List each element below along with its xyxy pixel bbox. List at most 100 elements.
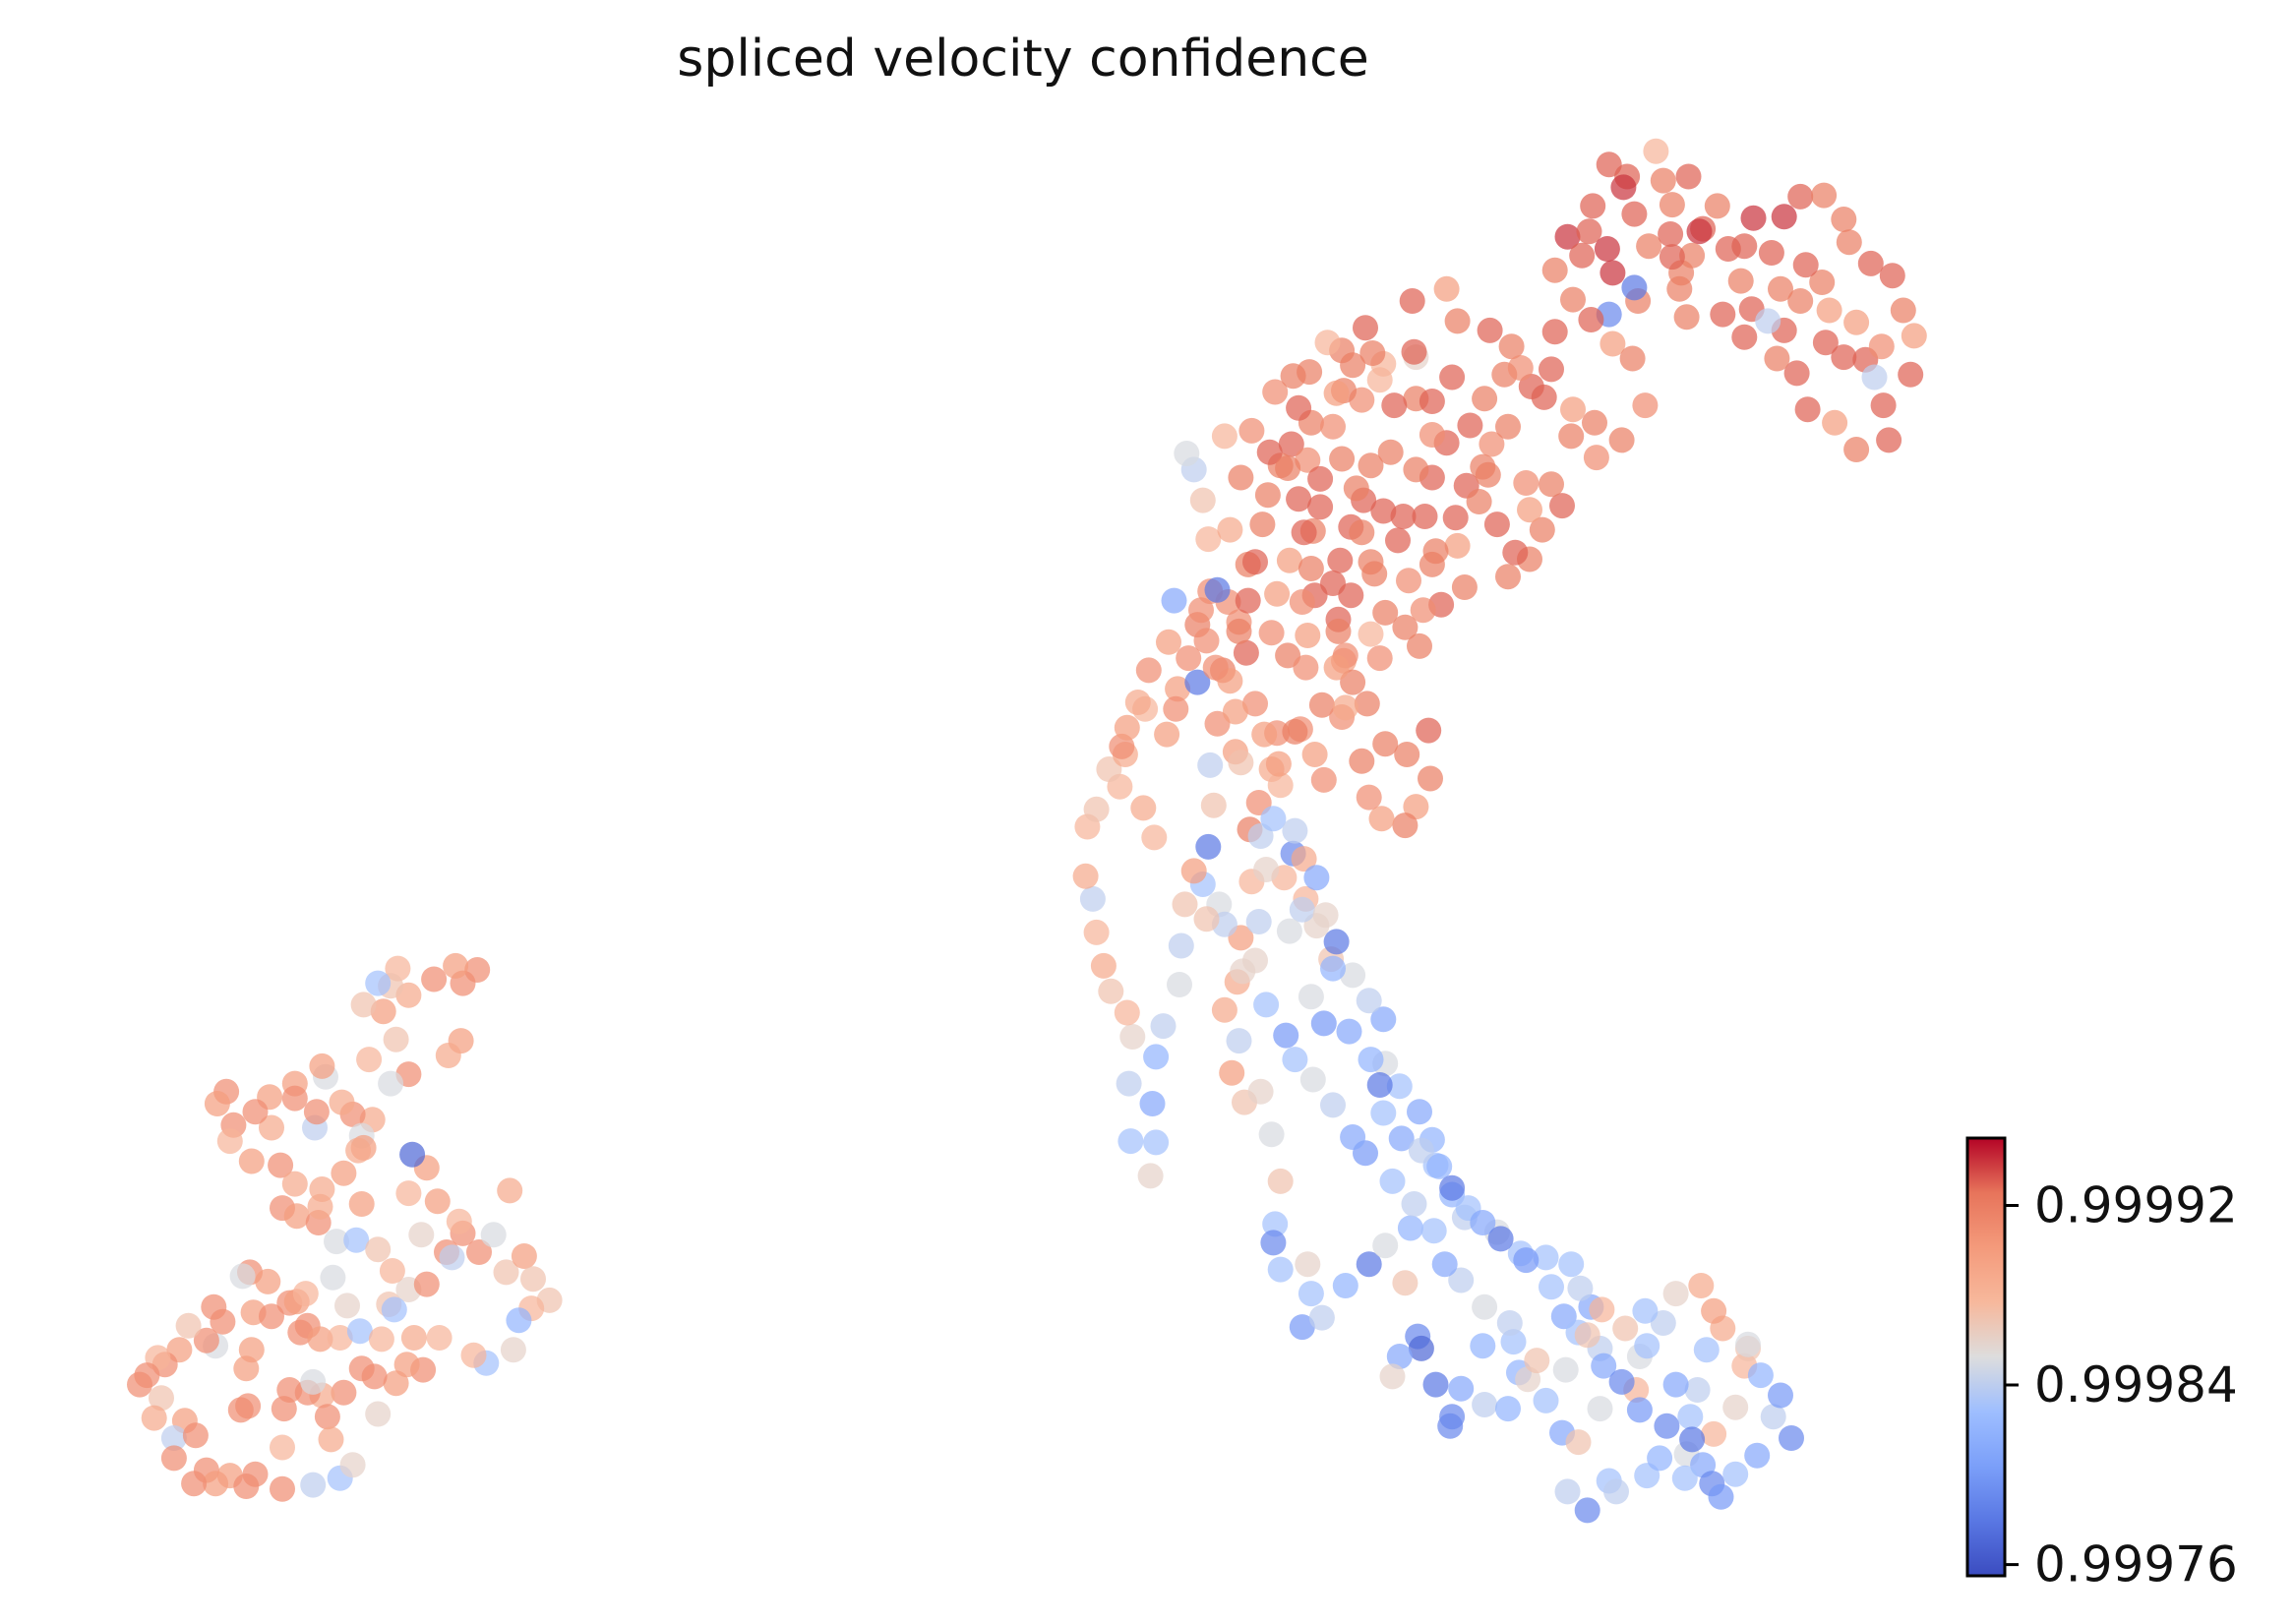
- scatter-point: [331, 1160, 357, 1186]
- scatter-point: [1868, 333, 1895, 360]
- scatter-point: [216, 1128, 243, 1155]
- scatter-point: [1295, 1251, 1321, 1278]
- scatter-point: [1253, 992, 1280, 1018]
- scatter-point: [1262, 379, 1289, 405]
- scatter-point: [149, 1385, 174, 1412]
- scatter-point: [238, 1148, 265, 1174]
- scatter-point: [1771, 204, 1797, 230]
- scatter-point: [1433, 275, 1460, 302]
- scatter-point: [1276, 547, 1302, 573]
- scatter-point: [1608, 427, 1635, 453]
- scatter-point: [1603, 1478, 1629, 1505]
- scatter-point: [1116, 1070, 1142, 1097]
- scatter-point: [1273, 1022, 1299, 1049]
- scatter-point: [1184, 669, 1211, 695]
- scatter-point: [1666, 275, 1693, 302]
- scatter-point: [365, 1236, 392, 1263]
- scatter-point: [1650, 167, 1676, 194]
- scatter-point: [1332, 1273, 1358, 1298]
- scatter-point: [271, 1396, 297, 1422]
- scatter-point: [1857, 250, 1884, 276]
- scatter-point: [1708, 1483, 1734, 1510]
- scatter-point: [520, 1266, 546, 1293]
- scatter-point: [1307, 494, 1334, 520]
- scatter-point: [303, 1099, 330, 1125]
- scatter-point: [1715, 236, 1741, 262]
- scatter-point: [1472, 1293, 1498, 1320]
- scatter-point: [160, 1425, 187, 1451]
- scatter-point: [1654, 1413, 1680, 1439]
- scatter-point: [1495, 413, 1521, 440]
- scatter-point: [1262, 1211, 1289, 1237]
- scatter-point: [343, 1227, 370, 1253]
- scatter-point: [1787, 288, 1814, 314]
- scatter-point: [1843, 309, 1870, 335]
- scatter-point: [1554, 223, 1581, 250]
- scatter-point: [182, 1422, 209, 1449]
- scatter-point: [1744, 1442, 1771, 1469]
- scatter-point: [1242, 691, 1268, 717]
- scatter-point: [1258, 620, 1285, 646]
- scatter-point: [1539, 471, 1564, 498]
- scatter-point: [1396, 568, 1421, 594]
- scatter-point: [1650, 1310, 1676, 1336]
- scatter-point: [1576, 218, 1602, 245]
- scatter-point: [292, 1281, 319, 1307]
- scatter-point: [1569, 242, 1596, 269]
- scatter-point: [1779, 1425, 1804, 1451]
- scatter-point: [233, 1474, 260, 1499]
- scatter-point: [1416, 717, 1442, 744]
- scatter-point: [1197, 752, 1224, 778]
- scatter-point: [1379, 1363, 1406, 1390]
- scatter-point: [1314, 330, 1341, 356]
- scatter-point: [1379, 1168, 1406, 1194]
- scatter-point: [1539, 356, 1564, 383]
- scatter-point: [446, 1208, 472, 1234]
- scatter-point: [1541, 257, 1568, 283]
- scatter-point: [1295, 623, 1321, 648]
- scatter-point: [1320, 571, 1346, 596]
- scatter-point: [1589, 1296, 1615, 1323]
- scatter-point: [1451, 574, 1478, 600]
- scatter-point: [1226, 1028, 1252, 1054]
- scatter-point: [1764, 345, 1790, 372]
- scatter-point: [383, 1026, 409, 1053]
- scatter-point: [424, 1188, 451, 1215]
- scatter-point: [1768, 1382, 1793, 1409]
- scatter-point: [1693, 1337, 1720, 1363]
- scatter-point: [1366, 1072, 1393, 1098]
- scatter-point: [287, 1319, 314, 1346]
- scatter-point: [1747, 1362, 1774, 1389]
- scatter-point: [1386, 1073, 1413, 1100]
- scatter-point: [1366, 645, 1393, 672]
- scatter-point: [1513, 470, 1539, 496]
- scatter-point: [1529, 516, 1555, 543]
- scatter-point: [1286, 394, 1312, 421]
- scatter-point: [1275, 642, 1301, 669]
- scatter-point: [309, 1176, 335, 1202]
- scatter-point: [1096, 756, 1122, 782]
- scatter-point: [1247, 1078, 1274, 1105]
- scatter-point: [1366, 367, 1393, 393]
- scatter-point: [1299, 1066, 1326, 1093]
- scatter-point: [1161, 587, 1187, 614]
- scatter-point: [1325, 618, 1352, 644]
- scatter-point: [1431, 1251, 1458, 1278]
- scatter-point: [1408, 1137, 1434, 1164]
- scatter-point: [439, 1244, 465, 1271]
- scatter-point: [1901, 323, 1927, 349]
- scatter-point: [1353, 315, 1378, 341]
- scatter-point: [1278, 431, 1304, 457]
- scatter-point: [1580, 193, 1606, 219]
- scatter-point: [1150, 1013, 1177, 1040]
- scatter-point: [379, 1258, 405, 1284]
- scatter-point: [1477, 317, 1503, 343]
- scatter-point: [1677, 1404, 1704, 1430]
- scatter-point: [1332, 694, 1358, 721]
- scatter-point: [426, 1325, 453, 1351]
- scatter-point: [1323, 929, 1350, 955]
- scatter-point: [1403, 794, 1429, 820]
- scatter-point: [1310, 766, 1337, 793]
- scatter-point: [1704, 193, 1730, 219]
- scatter-point: [1621, 201, 1648, 227]
